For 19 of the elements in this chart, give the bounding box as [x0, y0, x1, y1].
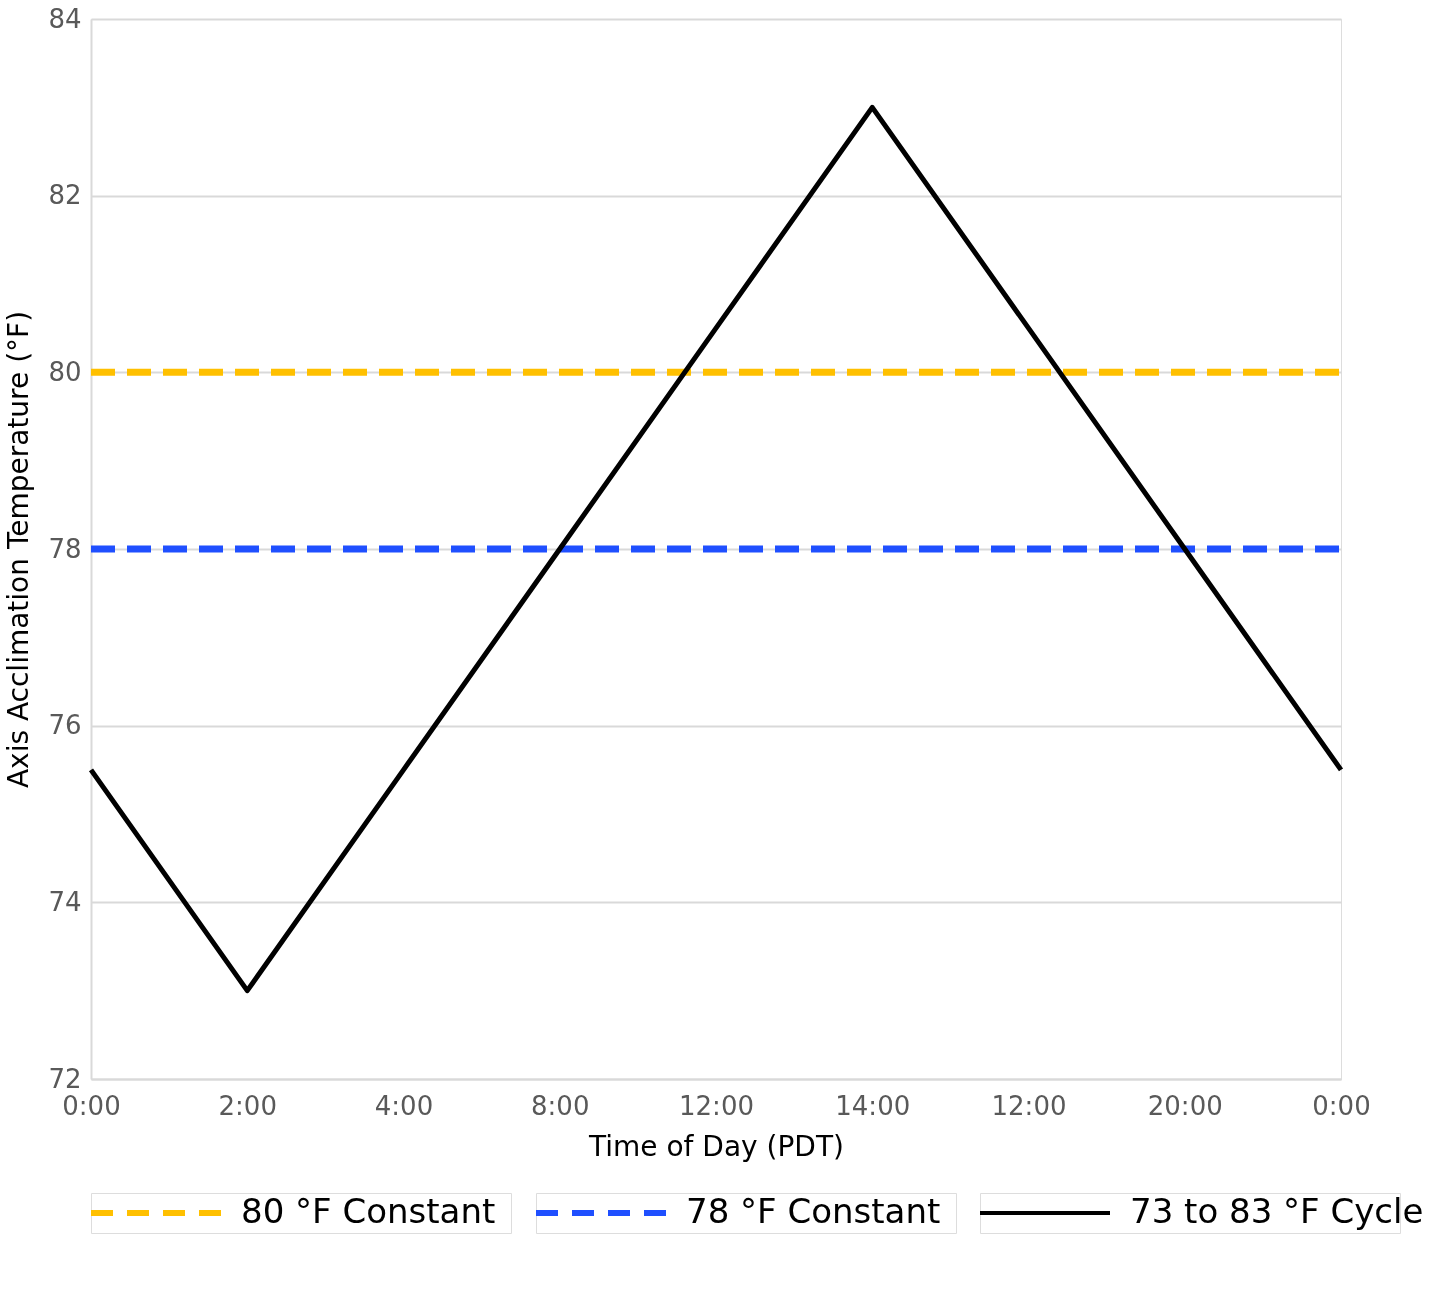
y-tick-label: 84 — [48, 3, 82, 34]
y-tick-label: 76 — [48, 710, 82, 741]
y-tick-label: 82 — [48, 180, 82, 211]
x-axis-title: Time of Day (PDT) — [588, 1129, 844, 1163]
x-tick-label: 8:00 — [531, 1090, 590, 1121]
x-tick-label: 20:00 — [1147, 1090, 1223, 1121]
x-tick-label: 12:00 — [991, 1090, 1067, 1121]
x-tick-label: 12:00 — [679, 1090, 754, 1121]
x-tick-label: 4:00 — [374, 1090, 434, 1121]
y-tick-label: 80 — [48, 356, 82, 387]
x-tick-label: 0:00 — [1312, 1090, 1371, 1121]
x-tick-label: 14:00 — [835, 1090, 911, 1121]
legend-label: 80 °F Constant — [241, 1191, 496, 1231]
legend-label: 73 to 83 °F Cycle — [1130, 1191, 1424, 1231]
y-tick-label: 78 — [48, 533, 82, 564]
y-tick-label: 74 — [48, 886, 82, 917]
x-tick-label: 2:00 — [218, 1090, 277, 1121]
y-axis-title: Axis Acclimation Temperature (°F) — [2, 310, 36, 789]
legend-label: 78 °F Constant — [686, 1191, 941, 1231]
